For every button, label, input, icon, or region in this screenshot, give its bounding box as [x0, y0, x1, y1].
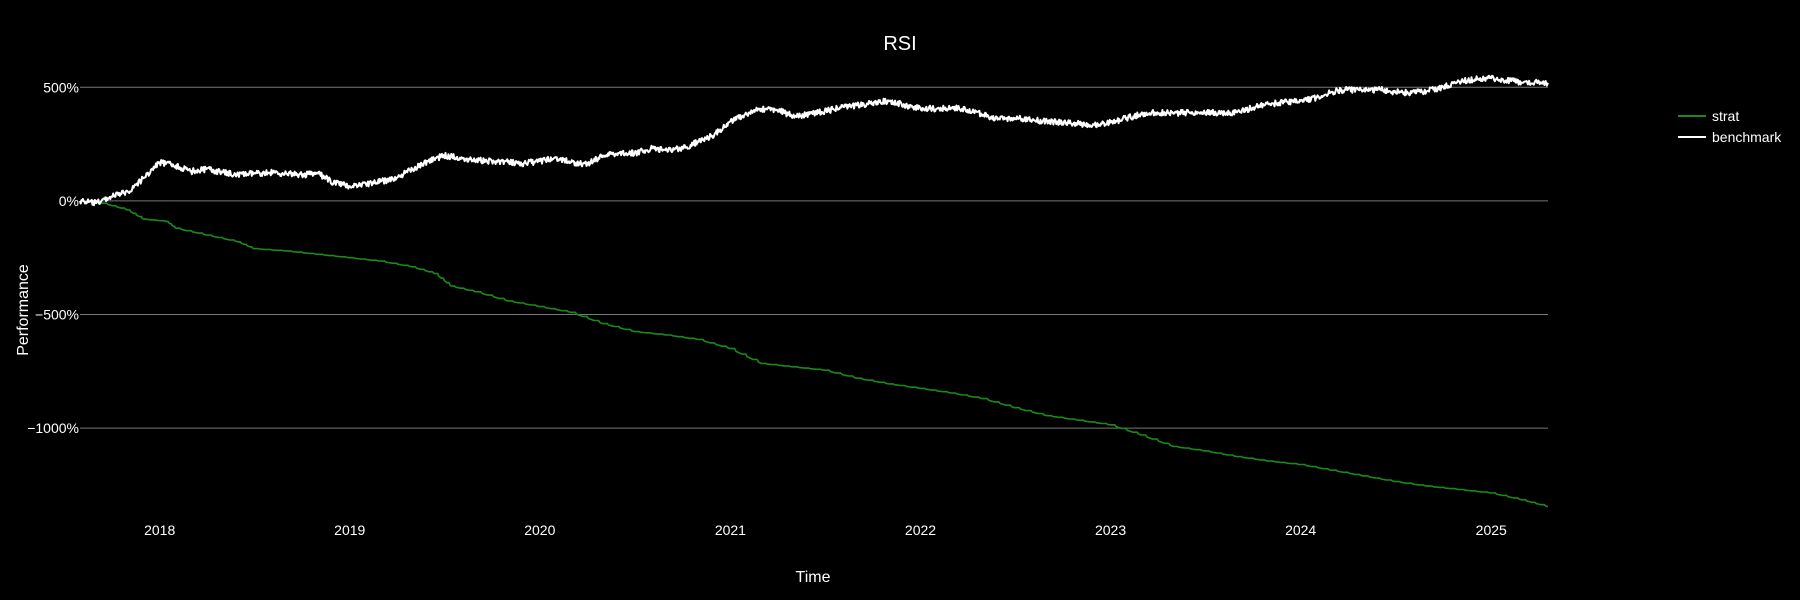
x-tick-label: 2024: [1285, 522, 1316, 538]
y-tick-label: −1000%: [27, 420, 79, 436]
y-tick-label: 0%: [59, 193, 79, 209]
x-tick-label: 2019: [334, 522, 365, 538]
x-tick-label: 2022: [905, 522, 936, 538]
grid-layer: [80, 86, 1548, 429]
legend: strat benchmark: [1678, 108, 1782, 145]
series-layer: [79, 74, 1549, 508]
x-tick-label: 2020: [524, 522, 555, 538]
x-tick-labels: 2018 2019 2020 2021 2022 2023 2024 2025: [144, 522, 1507, 538]
x-axis-title: Time: [796, 569, 831, 586]
x-tick-label: 2025: [1476, 522, 1507, 538]
y-axis-title: Performance: [15, 264, 32, 356]
series-line-strat: [80, 200, 1549, 508]
y-tick-label: −500%: [35, 307, 79, 323]
chart-title: RSI: [883, 33, 916, 55]
x-tick-label: 2018: [144, 522, 175, 538]
y-tick-labels: 500% 0% −500% −1000%: [27, 79, 79, 436]
x-tick-label: 2023: [1095, 522, 1126, 538]
x-tick-label: 2021: [715, 522, 746, 538]
series-line-benchmark: [79, 74, 1549, 207]
legend-label-strat: strat: [1712, 108, 1739, 124]
legend-label-benchmark: benchmark: [1712, 129, 1782, 145]
y-tick-label: 500%: [43, 79, 79, 95]
